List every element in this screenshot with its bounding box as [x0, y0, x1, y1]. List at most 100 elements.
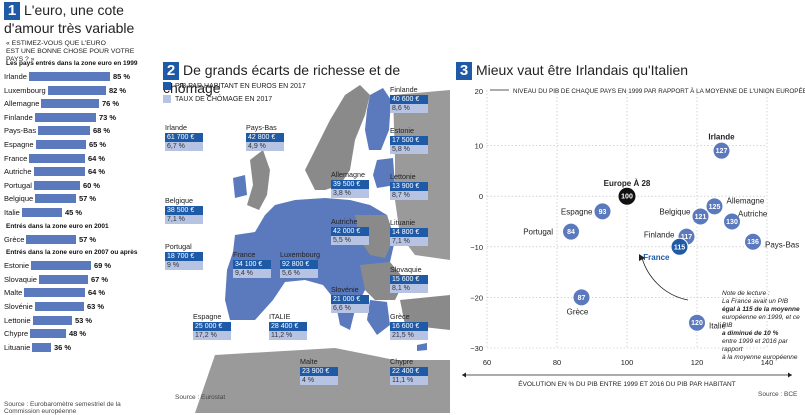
country-pib: 38 500 €: [165, 206, 203, 215]
scatter-grid: [486, 90, 768, 349]
country-pib: 23 900 €: [300, 367, 338, 376]
country-chomage: 8,1 %: [390, 284, 428, 293]
y-tick-label: −10: [470, 243, 483, 252]
country-box-pays-bas: Pays-Bas 42 800 €4,9 %: [246, 123, 284, 151]
bar-row-slovaquie: Slovaquie 67 %: [4, 272, 149, 286]
bubble-value: 84: [567, 229, 575, 236]
legend-chomage-label: TAUX DE CHÔMAGE EN 2017: [175, 95, 273, 103]
bar: [8, 85, 106, 95]
note-arrow-head: [639, 254, 645, 261]
country-chomage: 5,5 %: [331, 236, 369, 245]
country-chomage: 11,1 %: [390, 376, 428, 385]
x-tick-label: 60: [483, 358, 491, 367]
panel3-title: 3 Mieux vaut être Irlandais qu'Italien: [456, 62, 688, 80]
panel1-title-line1: L'euro, une cote: [24, 2, 124, 18]
bubble-value: 117: [681, 234, 692, 241]
bar-country-label: Chypre: [4, 327, 31, 341]
bar-country-label: Pays-Bas: [4, 124, 39, 138]
country-box-belgique: Belgique 38 500 €7,1 %: [165, 196, 203, 224]
country-box-espagne: Espagne 25 000 €17,2 %: [193, 312, 231, 340]
country-box-italie: ITALIE 28 400 €11,2 %: [269, 312, 307, 340]
panel2-title-text: De grands écarts de richesse et de chôma…: [163, 62, 401, 96]
country-pib: 16 600 €: [390, 322, 428, 331]
y-tick-label: 20: [475, 87, 483, 96]
map-greece: [367, 300, 390, 335]
country-box-autriche: Autriche 42 000 €5,5 %: [331, 217, 369, 245]
bar-value-label: 76 %: [102, 99, 120, 109]
y-tick-label: −30: [470, 344, 483, 353]
country-chomage: 5,6 %: [280, 269, 318, 278]
note-de-lecture: Note de lecture : La France avait un PIB é…: [722, 290, 802, 362]
bar-row-finlande: Finlande 73 %: [4, 110, 149, 124]
country-name: Lituanie: [390, 218, 416, 227]
bar: [8, 261, 91, 271]
bar: [8, 329, 66, 339]
bar-country-label: Italie: [4, 206, 22, 219]
group-heading: Les pays entrés dans la zone euro en 199…: [6, 60, 138, 67]
panel1-title-line2: d'amour très variable: [4, 20, 135, 36]
country-chomage: 6,7 %: [165, 142, 203, 151]
panel1-subtitle: « ESTIMEZ-VOUS QUE L'EURO EST UNE BONNE …: [6, 40, 152, 64]
bar-row-lituanie: Lituanie 36 %: [4, 340, 149, 354]
country-pib: 22 400 €: [390, 367, 428, 376]
bubble-value: 115: [674, 244, 685, 251]
bar-value-label: 85 %: [113, 72, 131, 81]
bar-row-pays-bas: Pays-Bas 68 %: [4, 124, 149, 138]
map-ireland: [233, 175, 247, 198]
country-name: ITALIE: [269, 312, 291, 321]
bar-country-label: Slovénie: [4, 300, 35, 313]
bar-country-label: France: [4, 151, 30, 165]
country-pib: 14 800 €: [390, 228, 428, 237]
bar-row-luxembourg: Luxembourg 82 %: [4, 83, 149, 97]
bar-value-label: 73 %: [99, 112, 117, 122]
bar: [8, 274, 88, 284]
map-cyprus: [417, 343, 427, 351]
country-pib: 42 000 €: [331, 227, 369, 236]
x-axis-label: ÉVOLUTION EN % DU PIB ENTRE 1999 ET 2016…: [518, 379, 735, 388]
bar-value-label: 82 %: [109, 85, 127, 95]
bar-country-label: Espagne: [4, 138, 36, 151]
point-label-autriche: Autriche: [738, 210, 768, 219]
country-box-malte: Malte 23 900 €4 %: [300, 357, 338, 385]
country-name: Pays-Bas: [246, 123, 277, 132]
country-name: Slovaquie: [390, 265, 422, 274]
bar-value-label: 60 %: [83, 180, 101, 190]
legend-chomage: TAUX DE CHÔMAGE EN 2017: [163, 95, 272, 103]
map-scandinavia: [305, 85, 370, 190]
country-box-allemagne: Allemagne 39 500 €3,8 %: [331, 170, 369, 198]
bar: [8, 112, 96, 122]
group-heading: Entrés dans la zone euro en 2001: [6, 222, 109, 230]
x-axis-arrow-right: [788, 372, 792, 378]
y-axis-label: NIVEAU DU PIB DE CHAQUE PAYS EN 1999 PAR…: [513, 86, 805, 95]
bar-row-france: France 64 %: [4, 151, 149, 165]
country-chomage: 7,1 %: [165, 215, 203, 224]
map-uk: [247, 150, 270, 210]
bubble-europe à 28: [617, 186, 637, 206]
bar: [8, 167, 85, 177]
country-box-lituanie: Lituanie 14 800 €7,1 %: [390, 218, 428, 246]
bar: [8, 302, 84, 311]
bar: [8, 72, 110, 81]
bubble-autriche: [723, 212, 741, 231]
note-line: Note de lecture :: [722, 290, 770, 297]
bar-value-label: 68 %: [93, 126, 111, 136]
note-line: à la moyenne européenne: [722, 354, 798, 361]
panel-richesse-chomage: 2 De grands écarts de richesse et de chôm…: [155, 0, 450, 413]
country-pib: 21 000 €: [331, 295, 369, 304]
country-name: Grèce: [390, 312, 410, 321]
country-name: Estonie: [390, 126, 414, 135]
country-box-slovaquie: Slovaquie 15 600 €8,1 %: [390, 265, 428, 293]
y-tick-label: −20: [470, 293, 483, 302]
map-noneuro-central: [355, 215, 393, 258]
country-name: Lettonie: [390, 172, 416, 181]
note-line: entre 1999 et 2016 par rapport: [722, 338, 788, 353]
group-heading: Entrés dans la zone euro en 2007 ou aprè…: [6, 249, 138, 257]
country-chomage: 7,1 %: [390, 237, 428, 246]
bubble-value: 93: [599, 209, 607, 216]
bubble-portugal: [562, 222, 580, 241]
country-name: Autriche: [331, 217, 358, 226]
country-chomage: 9 %: [165, 261, 203, 270]
bar-value-label: 65 %: [89, 140, 107, 149]
point-label-europe à 28: Europe À 28: [604, 179, 651, 188]
